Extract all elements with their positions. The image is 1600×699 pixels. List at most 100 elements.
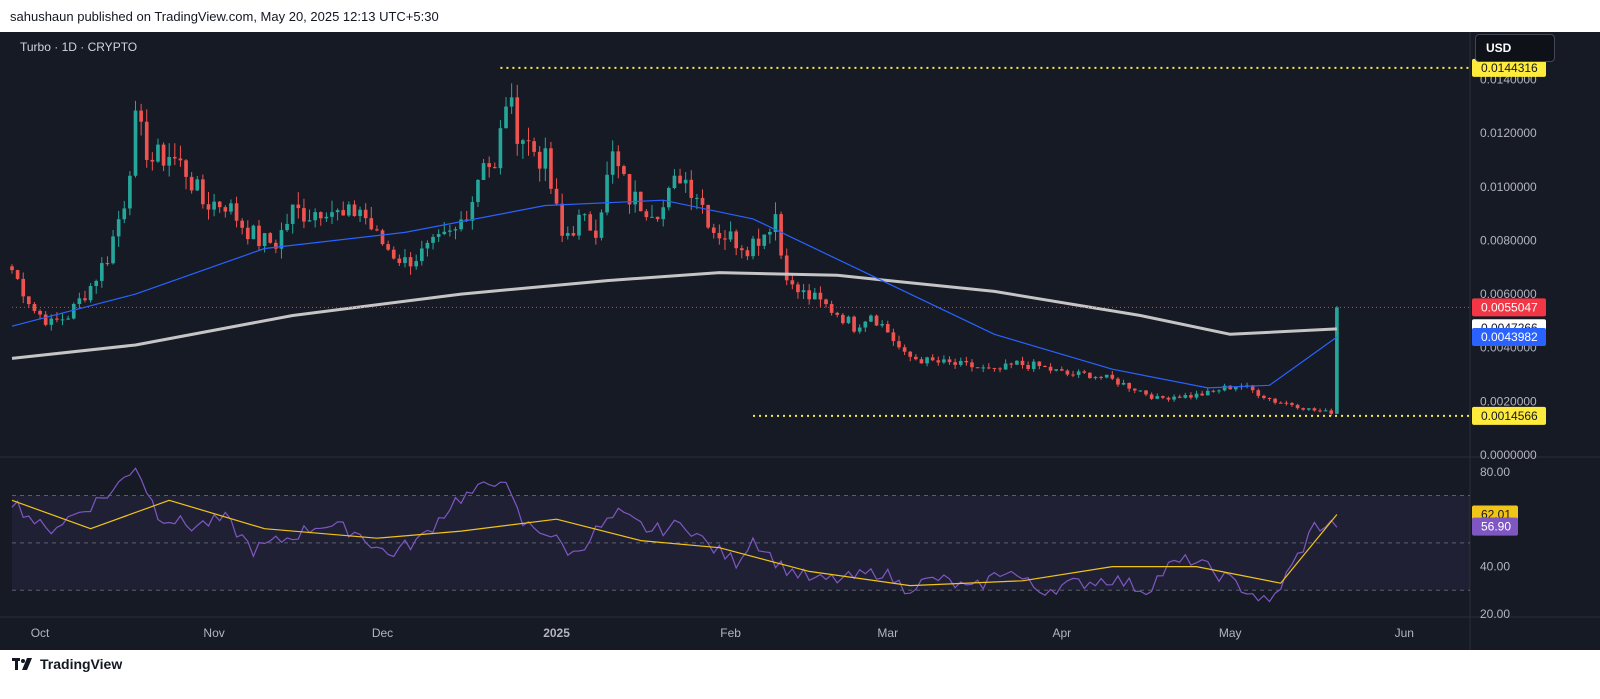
candle-up[interactable] — [650, 216, 654, 218]
candle-up[interactable] — [869, 315, 873, 322]
candle-down[interactable] — [790, 280, 795, 285]
candle-down[interactable] — [655, 216, 660, 220]
candle-down[interactable] — [83, 298, 87, 301]
candle-down[interactable] — [1149, 394, 1154, 399]
candle-down[interactable] — [914, 356, 918, 360]
candle-down[interactable] — [745, 250, 750, 257]
candle-down[interactable] — [537, 151, 542, 169]
candle-down[interactable] — [105, 263, 110, 265]
candle-down[interactable] — [189, 176, 194, 191]
candle-down[interactable] — [554, 188, 559, 204]
candle-up[interactable] — [981, 367, 986, 369]
candle-down[interactable] — [161, 144, 166, 166]
candle-down[interactable] — [874, 315, 879, 326]
candle-up[interactable] — [195, 179, 200, 191]
candle-down[interactable] — [380, 230, 385, 245]
candle-down[interactable] — [532, 141, 536, 152]
candle-up[interactable] — [448, 230, 452, 232]
candle-up[interactable] — [667, 188, 671, 208]
candle-down[interactable] — [947, 359, 952, 363]
candle-down[interactable] — [700, 197, 705, 205]
candle-up[interactable] — [60, 319, 65, 321]
candle-down[interactable] — [10, 266, 14, 271]
candle-down[interactable] — [1301, 408, 1306, 410]
candle-up[interactable] — [285, 223, 289, 231]
candle-down[interactable] — [375, 229, 379, 231]
candle-down[interactable] — [526, 140, 531, 142]
candle-down[interactable] — [1262, 395, 1266, 398]
candle-down[interactable] — [779, 214, 783, 256]
candle-up[interactable] — [661, 207, 666, 220]
candle-down[interactable] — [15, 270, 20, 279]
candle-down[interactable] — [627, 174, 632, 205]
candle-down[interactable] — [852, 316, 856, 332]
candle-up[interactable] — [481, 163, 486, 181]
candle-up[interactable] — [683, 179, 688, 184]
candle-up[interactable] — [1172, 396, 1176, 400]
candle-up[interactable] — [1234, 387, 1238, 390]
candle-down[interactable] — [1065, 370, 1070, 375]
candle-down[interactable] — [296, 204, 301, 209]
candle-up[interactable] — [77, 298, 82, 305]
candle-down[interactable] — [616, 151, 621, 167]
candle-down[interactable] — [217, 201, 222, 208]
candle-down[interactable] — [1312, 408, 1317, 411]
candle-up[interactable] — [431, 236, 435, 243]
candle-up[interactable] — [156, 144, 160, 162]
candle-up[interactable] — [49, 318, 54, 325]
candle-up[interactable] — [442, 231, 447, 235]
candle-down[interactable] — [796, 284, 800, 293]
candle-up[interactable] — [290, 204, 295, 224]
candle-up[interactable] — [425, 242, 430, 249]
candle-down[interactable] — [1110, 374, 1115, 379]
candle-down[interactable] — [1278, 402, 1283, 404]
candle-down[interactable] — [1048, 366, 1053, 371]
candle-up[interactable] — [1031, 361, 1036, 369]
candle-up[interactable] — [925, 357, 929, 364]
candle-down[interactable] — [953, 362, 957, 365]
currency-button[interactable]: USD — [1475, 34, 1555, 62]
candle-down[interactable] — [734, 231, 739, 249]
candle-down[interactable] — [234, 203, 239, 221]
candle-down[interactable] — [919, 359, 924, 364]
candle-up[interactable] — [1155, 396, 1160, 399]
candle-down[interactable] — [352, 204, 357, 217]
candle-down[interactable] — [1071, 374, 1075, 376]
candle-down[interactable] — [206, 204, 211, 210]
candle-down[interactable] — [936, 360, 941, 363]
candle-down[interactable] — [201, 179, 205, 205]
candle-down[interactable] — [21, 278, 26, 297]
candle-down[interactable] — [38, 310, 42, 315]
candle-down[interactable] — [835, 312, 840, 315]
candle-up[interactable] — [1104, 374, 1109, 378]
candle-down[interactable] — [1290, 403, 1294, 405]
candle-down[interactable] — [487, 163, 492, 168]
candle-up[interactable] — [1121, 382, 1126, 385]
candle-down[interactable] — [1037, 361, 1042, 366]
candle-down[interactable] — [1099, 376, 1103, 378]
candle-down[interactable] — [1200, 393, 1204, 396]
candle-up[interactable] — [846, 316, 851, 324]
candle-up[interactable] — [521, 140, 525, 144]
candle-up[interactable] — [116, 219, 121, 237]
candle-down[interactable] — [756, 238, 761, 246]
candle-down[interactable] — [1267, 397, 1272, 399]
candle-down[interactable] — [184, 160, 188, 177]
candle-up[interactable] — [476, 180, 480, 203]
candle-up[interactable] — [262, 233, 267, 247]
candle-up[interactable] — [880, 324, 884, 326]
candle-up[interactable] — [801, 290, 806, 293]
candle-up[interactable] — [857, 327, 862, 332]
candle-down[interactable] — [172, 156, 177, 159]
tradingview-logo[interactable]: TradingView — [12, 656, 122, 672]
candle-up[interactable] — [672, 175, 677, 189]
candle-down[interactable] — [274, 242, 278, 249]
candle-up[interactable] — [212, 201, 216, 210]
candle-up[interactable] — [419, 248, 424, 262]
candle-up[interactable] — [1323, 410, 1328, 412]
candle-up[interactable] — [773, 214, 778, 233]
candle-down[interactable] — [55, 318, 59, 320]
candle-down[interactable] — [1026, 365, 1030, 369]
candle-up[interactable] — [1335, 307, 1339, 414]
candle-up[interactable] — [582, 214, 587, 216]
